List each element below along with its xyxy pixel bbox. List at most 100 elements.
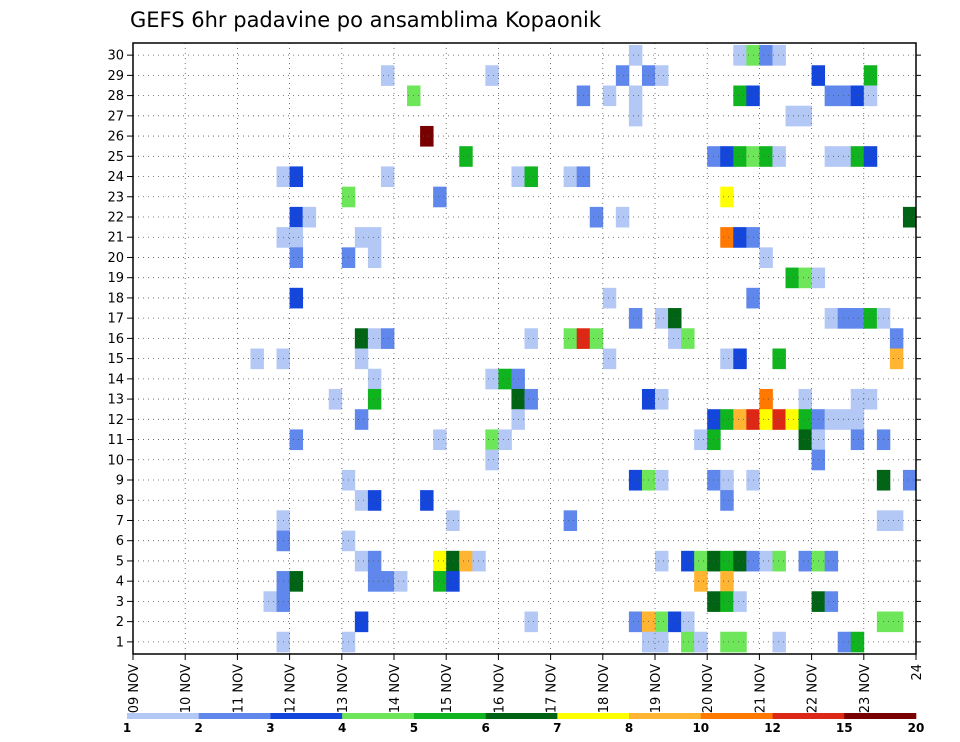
heatmap-cell-145 — [367, 490, 382, 511]
heatmap-cell-50 — [615, 206, 630, 228]
heatmap-cell-80 — [524, 328, 538, 349]
heatmap-cell-166 — [733, 550, 747, 572]
heatmap-cell-138 — [655, 469, 669, 491]
heatmap-cell-28 — [720, 146, 734, 167]
y-tick-label-6: 6 — [116, 534, 124, 549]
colorbar-swatch-0 — [127, 713, 200, 719]
heatmap-cell-108 — [863, 388, 878, 410]
heatmap-cell-104 — [655, 388, 669, 410]
heatmap-cell-170 — [798, 550, 812, 572]
heatmap-cell-106 — [798, 388, 812, 410]
heatmap-cell-45 — [433, 186, 447, 208]
heatmap-cell-94 — [889, 348, 904, 370]
heatmap-cell-105 — [759, 388, 773, 410]
heatmap-cell-66 — [289, 287, 304, 309]
heatmap-cell-85 — [681, 328, 695, 349]
x-tick-label-4: 13 NOV — [336, 664, 351, 713]
heatmap-cell-48 — [302, 206, 317, 228]
heatmap-cell-133 — [485, 449, 499, 471]
heatmap-cell-152 — [889, 510, 904, 531]
heatmap-cell-150 — [563, 510, 578, 531]
y-axis: 1234567891011121314151617181920212223242… — [107, 49, 921, 650]
heatmap-cell-7 — [615, 65, 630, 86]
colorbar-label-4: 4 — [338, 721, 346, 735]
heatmap-cell-203 — [694, 631, 708, 653]
y-tick-label-4: 4 — [116, 575, 124, 590]
y-tick-label-16: 16 — [107, 332, 124, 347]
y-tick-label-3: 3 — [116, 595, 124, 610]
heatmap-cell-39 — [380, 166, 395, 188]
heatmap-cell-126 — [498, 429, 512, 451]
heatmap-cell-180 — [694, 571, 708, 592]
heatmap-cell-182 — [263, 591, 277, 612]
y-tick-label-7: 7 — [116, 514, 124, 529]
colorbar-label-7: 7 — [553, 721, 561, 735]
grid-lines — [133, 43, 916, 654]
heatmap-cell-63 — [785, 267, 799, 289]
heatmap-cell-123 — [289, 429, 304, 451]
heatmap-cell-143 — [902, 469, 917, 491]
heatmap-cell-26 — [459, 146, 473, 167]
heatmap-cell-75 — [863, 308, 878, 329]
heatmap-cell-81 — [563, 328, 578, 349]
heatmap-cell-31 — [759, 146, 773, 167]
heatmap-cell-36 — [863, 146, 878, 167]
heatmap-cell-158 — [446, 550, 460, 572]
heatmap-cell-178 — [433, 571, 447, 592]
heatmap-cell-175 — [367, 571, 382, 592]
colorbar-label-10: 10 — [692, 721, 709, 735]
heatmap-cell-172 — [824, 550, 839, 572]
heatmap-cell-84 — [668, 328, 682, 349]
heatmap-cell-155 — [354, 550, 369, 572]
colorbar-swatch-4 — [413, 713, 486, 719]
heatmap-cell-177 — [394, 571, 408, 592]
y-tick-label-17: 17 — [107, 312, 124, 327]
heatmap-cell-46 — [720, 186, 734, 208]
heatmap-cell-122 — [850, 409, 865, 430]
plot-frame — [132, 42, 917, 655]
y-tick-label-24: 24 — [107, 170, 124, 185]
x-tick-label-10: 19 NOV — [649, 664, 664, 713]
heatmap-cell-77 — [354, 328, 369, 349]
heatmap-cell-79 — [380, 328, 395, 349]
y-tick-label-25: 25 — [107, 150, 124, 165]
heatmap-cell-0 — [628, 45, 643, 66]
heatmap-cell-140 — [720, 469, 734, 491]
heatmap-cell-47 — [289, 206, 304, 228]
heatmap-cell-201 — [655, 631, 669, 653]
heatmap-cell-42 — [563, 166, 578, 188]
heatmap-cell-194 — [668, 611, 682, 633]
heatmap-cell-188 — [824, 591, 839, 612]
heatmap-cell-131 — [850, 429, 865, 451]
heatmap-cell-87 — [250, 348, 264, 370]
colorbar-swatch-3 — [342, 713, 415, 719]
heatmap-cell-125 — [485, 429, 499, 451]
y-tick-label-2: 2 — [116, 615, 124, 630]
colorbar-label-5: 5 — [410, 721, 418, 735]
heatmap-cell-83 — [589, 328, 604, 349]
heatmap-cell-20 — [850, 85, 865, 107]
x-tick-label-5: 14 NOV — [388, 664, 403, 713]
colorbar-label-15: 15 — [836, 721, 853, 735]
heatmap-cell-91 — [720, 348, 734, 370]
heatmap-cell-86 — [889, 328, 904, 349]
colorbar-swatch-5 — [485, 713, 558, 719]
y-tick-label-13: 13 — [107, 393, 124, 408]
x-tick-label-7: 16 NOV — [492, 664, 507, 713]
heatmap-cell-70 — [655, 308, 669, 329]
heatmap-cell-49 — [589, 206, 604, 228]
x-tick-label-3: 12 NOV — [284, 664, 299, 713]
heatmap-cell-61 — [367, 247, 382, 268]
heatmap-cell-29 — [733, 146, 747, 167]
x-tick-label-8: 17 NOV — [545, 664, 560, 713]
x-tick-label-9: 18 NOV — [597, 664, 612, 713]
heatmap-cell-120 — [824, 409, 839, 430]
y-tick-label-21: 21 — [107, 231, 124, 246]
heatmap-cell-72 — [824, 308, 839, 329]
y-tick-label-29: 29 — [107, 69, 124, 84]
x-tick-label-2: 11 NOV — [231, 664, 246, 713]
heatmap-cell-174 — [289, 571, 304, 592]
heatmap-cell-163 — [694, 550, 708, 572]
colorbar: 1 2 3 4 5 6 7 8 10 12 15 20 — [123, 713, 924, 735]
heatmap-cell-159 — [459, 550, 473, 572]
